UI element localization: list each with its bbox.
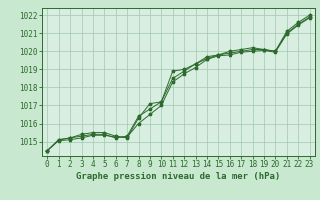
- X-axis label: Graphe pression niveau de la mer (hPa): Graphe pression niveau de la mer (hPa): [76, 172, 281, 181]
